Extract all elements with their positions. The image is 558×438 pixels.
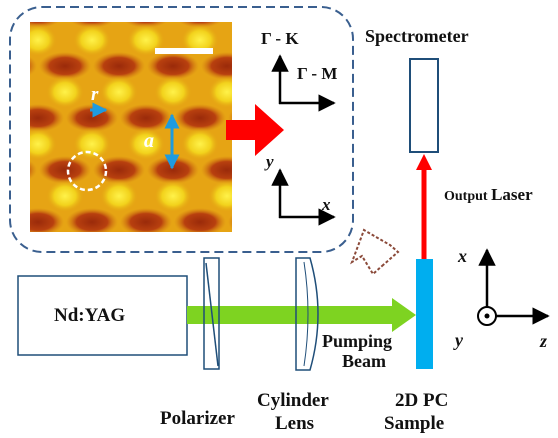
brown-dotted-arrow [350,228,400,276]
afm-bright-spot [0,23,4,57]
afm-dark-spot [30,104,64,132]
inset-dashed-frame [9,6,354,253]
lab-y-label: y [453,330,464,350]
afm-dark-spot [228,214,232,230]
afm-bright-spot [153,0,193,5]
lab-z-label: z [539,331,547,351]
afm-bright-spot [315,0,355,5]
afm-bright-spot [0,231,4,265]
afm-dark-spot [336,104,388,132]
afm-dark-spot [174,208,226,232]
scale-bar [155,48,213,54]
afm-bright-spot [72,127,112,161]
afm-dark-spot [30,160,37,180]
afm-dark-spot [282,0,334,28]
afm-dark-spot [282,104,334,132]
circle-dot-icon [477,306,497,326]
afm-bright-spot [72,23,112,57]
afm-dark-spot [93,52,145,80]
afm-bright-spot [31,231,45,232]
afm-bright-spot [30,23,58,57]
afm-dark-spot [66,208,118,232]
pumping-label: Pumping [322,331,392,351]
sample-label-1: 2D PC [395,390,448,411]
afm-dark-spot [147,156,199,184]
afm-dark-spot [201,52,232,80]
afm-image [0,0,388,288]
afm-bright-spot [30,127,58,161]
afm-bright-spot [180,127,220,161]
afm-bright-spot [288,127,328,161]
afm-bright-spot [85,231,99,232]
afm-dark-spot [201,156,232,184]
nd-yag-box [17,275,188,356]
beam-label: Beam [342,351,386,371]
afm-bright-spot [153,179,193,213]
a-label: a [144,130,154,152]
afm-bright-spot [261,0,301,5]
dashed-circle-marker [66,150,108,192]
polarizer-label: Polarizer [160,408,235,429]
afm-dark-spot [147,52,199,80]
pump-beam-body [187,306,392,324]
r-label: r [91,84,99,105]
afm-bright-spot [30,190,31,202]
afm-bright-spot [126,127,166,161]
spectrometer-box [409,58,439,153]
afm-dark-spot [120,104,172,132]
cylinder-label: Cylinder [257,390,329,411]
afm-bright-spot [0,0,31,5]
output-laser-label: Output Laser [444,185,533,204]
afm-dark-spot [30,208,64,232]
afm-bright-spot [0,127,4,161]
afm-bright-spot [45,179,85,213]
afm-bright-spot [193,231,207,232]
afm-bright-spot [45,75,85,109]
afm-bright-spot [99,0,139,5]
afm-bright-spot [139,231,153,232]
pc-sample [416,259,433,369]
sample-label-2: Sample [384,413,444,434]
afm-dark-spot [228,0,280,28]
afm-bright-spot [45,0,85,5]
nd-yag-label: Nd:YAG [54,305,125,326]
gamma-k-label: Γ - K [261,29,299,48]
spectrometer-label: Spectrometer [365,26,469,46]
afm-dark-spot [93,156,145,184]
afm-bright-spot [99,179,139,213]
afm-dark-spot [174,104,226,132]
afm-dark-spot [255,260,307,288]
output-laser-arrowhead [416,154,432,170]
afm-bright-spot [30,86,31,98]
afm-bright-spot [234,231,274,265]
gamma-m-label: Γ - M [297,64,337,83]
inset-x-label: x [321,195,331,214]
afm-bright-spot [207,179,232,213]
afm-dark-spots [30,0,388,288]
afm-dark-spot [30,56,37,76]
afm-bright-spot [207,0,247,5]
inset-y-label: y [264,152,274,171]
afm-bright-spot [207,75,232,109]
polarizer-diagonal [205,262,219,367]
afm-bright-spot [153,75,193,109]
polarizer-element [203,257,220,370]
afm-bright-spot [315,179,355,213]
afm-dark-spot [309,260,361,288]
afm-bright-spot [288,231,328,265]
lab-x-label: x [457,246,467,266]
lens-label: Lens [275,413,314,434]
afm-dark-spot [39,156,91,184]
afm-dark-spot [336,208,388,236]
afm-dark-spot [120,208,172,232]
afm-bright-spot [99,75,139,109]
cylinder-lens-element [295,257,319,371]
afm-dark-spot [336,0,388,28]
pump-beam-head [392,298,416,332]
afm-dark-spot [39,52,91,80]
red-right-arrow [226,104,284,156]
